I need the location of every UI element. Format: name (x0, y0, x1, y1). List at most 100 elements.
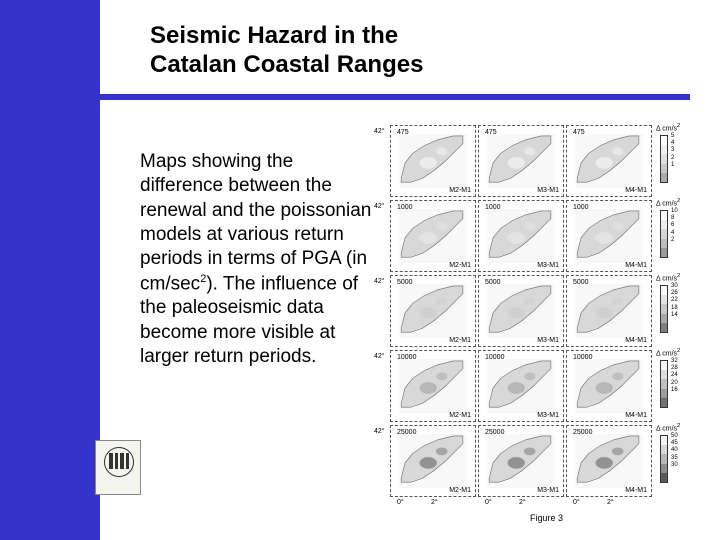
figure-caption: Figure 3 (530, 513, 563, 523)
lat-tick: 42° (374, 428, 385, 435)
colorbar: Δ cm/s2 5045403530 (654, 425, 692, 497)
colorbar: Δ cm/s2 108642 (654, 200, 692, 272)
lon-tick: 2° (607, 499, 614, 506)
lat-tick: 42° (374, 353, 385, 360)
coast-map-icon (487, 209, 555, 263)
map-panel: 475 M4-M1 (566, 125, 652, 197)
model-diff-label: M4-M1 (625, 412, 647, 419)
coast-map-icon (487, 284, 555, 338)
model-diff-label: M4-M1 (625, 187, 647, 194)
model-diff-label: M4-M1 (625, 262, 647, 269)
return-period-label: 25000 (485, 429, 504, 436)
map-panel: 25000 M3-M1 0° 2° (478, 425, 564, 497)
colorbar: Δ cm/s2 3228242016 (654, 350, 692, 422)
colorbar-label: Δ cm/s2 (656, 198, 680, 207)
map-panel: 10000 M3-M1 (478, 350, 564, 422)
return-period-label: 10000 (485, 354, 504, 361)
colorbar-ticks: 54321 (671, 133, 674, 169)
lon-tick: 2° (431, 499, 438, 506)
model-diff-label: M3-M1 (537, 187, 559, 194)
map-panel: 1000 M3-M1 (478, 200, 564, 272)
map-panel: 1000 M2-M1 42° (390, 200, 476, 272)
page-title: Seismic Hazard in the Catalan Coastal Ra… (150, 22, 423, 80)
return-period-label: 25000 (573, 429, 592, 436)
model-diff-label: M3-M1 (537, 487, 559, 494)
colorbar-ticks: 3026221814 (671, 283, 678, 319)
coast-map-icon (575, 359, 643, 413)
coast-map-icon (399, 209, 467, 263)
map-panel: 5000 M4-M1 (566, 275, 652, 347)
map-panel: 5000 M2-M1 42° (390, 275, 476, 347)
lon-tick: 0° (397, 499, 404, 506)
coast-map-icon (399, 134, 467, 188)
return-period-label: 475 (573, 129, 585, 136)
colorbar-gradient (660, 210, 668, 258)
map-panel: 10000 M4-M1 (566, 350, 652, 422)
sidebar-stripe (0, 0, 100, 540)
colorbar-ticks: 108642 (671, 208, 678, 244)
colorbar-label: Δ cm/s2 (656, 423, 680, 432)
coast-map-icon (487, 434, 555, 488)
title-line-1: Seismic Hazard in the (150, 22, 398, 49)
colorbar: Δ cm/s2 3026221814 (654, 275, 692, 347)
model-diff-label: M2-M1 (449, 187, 471, 194)
title-line-2: Catalan Coastal Ranges (150, 51, 423, 78)
return-period-label: 5000 (397, 279, 413, 286)
return-period-label: 1000 (573, 204, 589, 211)
model-diff-label: M3-M1 (537, 412, 559, 419)
coast-map-icon (487, 359, 555, 413)
map-panel: 5000 M3-M1 (478, 275, 564, 347)
model-diff-label: M2-M1 (449, 337, 471, 344)
map-panel: 10000 M2-M1 42° (390, 350, 476, 422)
lon-tick: 2° (519, 499, 526, 506)
model-diff-label: M3-M1 (537, 337, 559, 344)
coast-map-icon (575, 209, 643, 263)
coast-map-icon (399, 434, 467, 488)
return-period-label: 25000 (397, 429, 416, 436)
map-panel: 1000 M4-M1 (566, 200, 652, 272)
return-period-label: 475 (485, 129, 497, 136)
colorbar-label: Δ cm/s2 (656, 273, 680, 282)
lat-tick: 42° (374, 203, 385, 210)
model-diff-label: M2-M1 (449, 262, 471, 269)
colorbar-gradient (660, 435, 668, 483)
colorbar-ticks: 5045403530 (671, 433, 678, 469)
return-period-label: 475 (397, 129, 409, 136)
return-period-label: 1000 (397, 204, 413, 211)
coast-map-icon (487, 134, 555, 188)
logo-columns-icon (109, 453, 129, 469)
colorbar: Δ cm/s2 54321 (654, 125, 692, 197)
return-period-label: 10000 (573, 354, 592, 361)
map-panel: 475 M2-M1 42° (390, 125, 476, 197)
return-period-label: 5000 (485, 279, 501, 286)
map-panel: 25000 M2-M1 42° 0° 2° (390, 425, 476, 497)
model-diff-label: M3-M1 (537, 262, 559, 269)
colorbar-label: Δ cm/s2 (656, 348, 680, 357)
figure-panel-grid: 475 M2-M1 42° 475 M3-M1 475 M4-M1 Δ cm/s… (390, 125, 708, 525)
coast-map-icon (575, 434, 643, 488)
lat-tick: 42° (374, 128, 385, 135)
lat-tick: 42° (374, 278, 385, 285)
coast-map-icon (399, 284, 467, 338)
coast-map-icon (575, 284, 643, 338)
model-diff-label: M2-M1 (449, 487, 471, 494)
coast-map-icon (399, 359, 467, 413)
return-period-label: 10000 (397, 354, 416, 361)
body-paragraph: Maps showing the difference between the … (140, 150, 380, 369)
return-period-label: 1000 (485, 204, 501, 211)
return-period-label: 5000 (573, 279, 589, 286)
coast-map-icon (575, 134, 643, 188)
map-panel: 25000 M4-M1 0° 2° (566, 425, 652, 497)
colorbar-gradient (660, 285, 668, 333)
lon-tick: 0° (573, 499, 580, 506)
map-panel: 475 M3-M1 (478, 125, 564, 197)
model-diff-label: M4-M1 (625, 487, 647, 494)
colorbar-label: Δ cm/s2 (656, 123, 680, 132)
model-diff-label: M4-M1 (625, 337, 647, 344)
title-underline (100, 94, 690, 100)
colorbar-ticks: 3228242016 (671, 358, 678, 394)
university-logo (95, 440, 141, 495)
colorbar-gradient (660, 360, 668, 408)
lon-tick: 0° (485, 499, 492, 506)
model-diff-label: M2-M1 (449, 412, 471, 419)
